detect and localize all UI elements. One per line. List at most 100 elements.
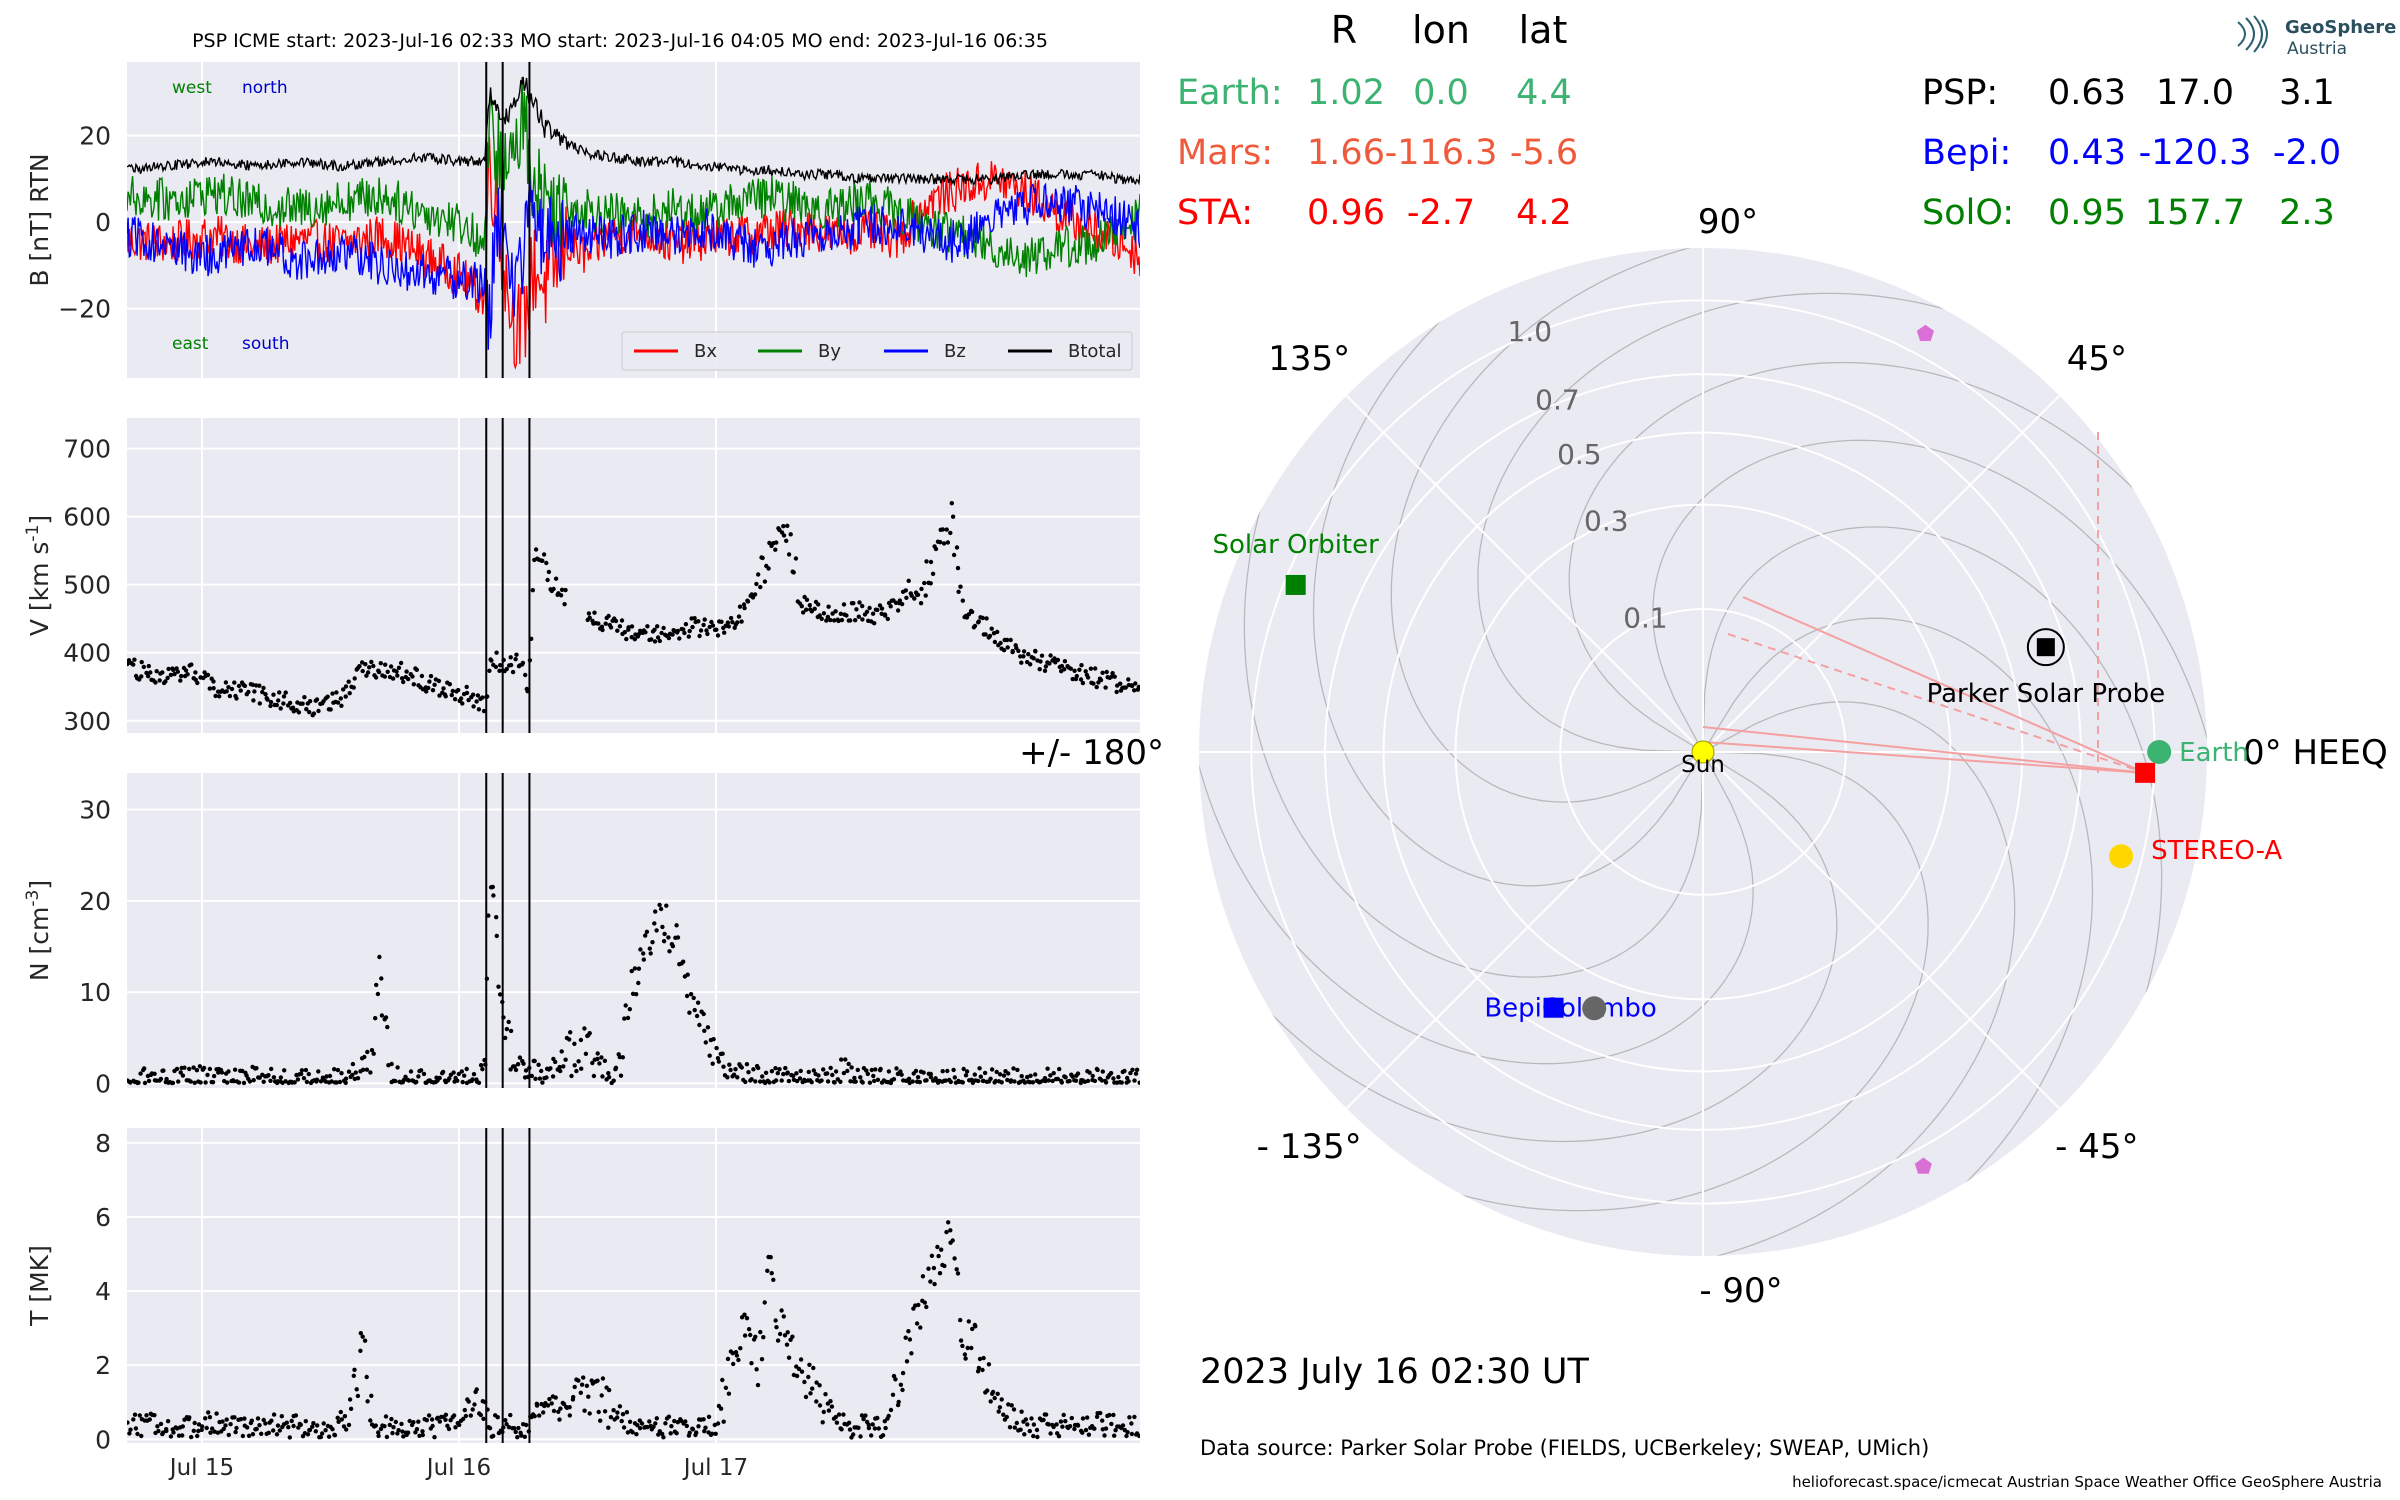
data-point bbox=[668, 1431, 673, 1436]
data-point bbox=[277, 1428, 282, 1433]
data-point bbox=[287, 700, 293, 706]
data-point bbox=[572, 1041, 577, 1047]
data-point bbox=[197, 1064, 203, 1069]
data-point bbox=[821, 611, 827, 616]
data-point bbox=[863, 1413, 868, 1418]
data-point bbox=[626, 625, 631, 630]
data-point bbox=[252, 689, 257, 694]
data-point bbox=[261, 685, 266, 691]
data-point bbox=[196, 1428, 201, 1434]
data-point bbox=[171, 667, 176, 673]
data-point bbox=[1062, 667, 1067, 672]
data-point bbox=[836, 618, 841, 624]
data-point bbox=[841, 1412, 846, 1417]
data-point bbox=[1125, 1430, 1130, 1435]
data-point bbox=[758, 1329, 763, 1335]
data-point bbox=[661, 625, 666, 631]
data-point bbox=[303, 1419, 308, 1424]
data-point bbox=[618, 1073, 624, 1078]
data-point bbox=[948, 1079, 953, 1085]
data-point bbox=[1103, 685, 1108, 690]
data-point bbox=[715, 1421, 721, 1426]
data-point bbox=[677, 636, 682, 641]
data-point bbox=[271, 1428, 276, 1433]
data-point bbox=[586, 611, 592, 616]
data-point bbox=[136, 1080, 141, 1085]
data-point bbox=[368, 1070, 373, 1075]
y-tick-label: 6 bbox=[95, 1203, 111, 1232]
data-point bbox=[242, 683, 248, 689]
data-point bbox=[706, 1414, 712, 1420]
data-point bbox=[833, 1069, 839, 1074]
data-point bbox=[1079, 663, 1084, 668]
data-point bbox=[811, 1068, 816, 1073]
data-point bbox=[992, 1395, 997, 1401]
data-point bbox=[836, 1412, 842, 1417]
data-point bbox=[915, 1075, 921, 1080]
data-point bbox=[652, 921, 657, 926]
data-point bbox=[754, 581, 759, 587]
data-point bbox=[694, 1013, 700, 1019]
data-point bbox=[430, 1423, 435, 1429]
data-point bbox=[636, 980, 641, 986]
data-point bbox=[910, 1079, 915, 1084]
data-point bbox=[651, 1424, 656, 1430]
data-point bbox=[188, 1079, 193, 1084]
data-point bbox=[515, 1062, 521, 1067]
y-tick-label: 8 bbox=[95, 1129, 111, 1158]
data-point bbox=[980, 615, 985, 621]
data-point bbox=[760, 555, 765, 561]
temperature-panel: 0 2 4 6 8 T [MK] bbox=[25, 1128, 1140, 1454]
data-point bbox=[517, 1055, 523, 1060]
data-point bbox=[355, 1393, 361, 1399]
data-point bbox=[701, 1417, 706, 1422]
data-point bbox=[1039, 653, 1045, 658]
data-point bbox=[142, 1080, 148, 1086]
data-point bbox=[722, 630, 727, 635]
data-point bbox=[558, 593, 564, 598]
data-point bbox=[617, 1404, 623, 1409]
data-point bbox=[532, 1058, 537, 1064]
data-point bbox=[234, 1425, 239, 1431]
data-point bbox=[973, 1324, 978, 1329]
data-point bbox=[343, 1080, 348, 1086]
data-point bbox=[176, 1079, 181, 1084]
data-point bbox=[833, 1414, 838, 1420]
data-point bbox=[275, 1423, 281, 1428]
data-point bbox=[541, 1410, 546, 1415]
data-point bbox=[319, 1431, 325, 1436]
data-point bbox=[821, 1067, 826, 1072]
data-point bbox=[1057, 1066, 1062, 1072]
data-point bbox=[930, 571, 936, 576]
data-point bbox=[548, 1066, 553, 1071]
data-point bbox=[945, 1068, 950, 1074]
data-point bbox=[410, 674, 415, 679]
data-point bbox=[666, 635, 672, 641]
data-point bbox=[790, 1334, 795, 1339]
data-point bbox=[599, 1393, 604, 1398]
data-point bbox=[654, 1416, 659, 1421]
data-point bbox=[191, 1065, 196, 1070]
data-point bbox=[731, 1072, 737, 1077]
data-point bbox=[296, 710, 302, 715]
data-point bbox=[1006, 1402, 1011, 1407]
data-point bbox=[471, 704, 476, 709]
data-point bbox=[137, 677, 142, 682]
data-point bbox=[261, 1079, 266, 1085]
data-point bbox=[510, 669, 516, 675]
data-point bbox=[801, 610, 806, 615]
data-point bbox=[365, 1049, 370, 1055]
data-point bbox=[398, 660, 404, 666]
data-point bbox=[153, 680, 158, 685]
data-point bbox=[377, 954, 382, 960]
data-point bbox=[1042, 668, 1048, 673]
data-point bbox=[773, 1318, 778, 1323]
data-point bbox=[638, 947, 643, 952]
data-point bbox=[955, 1271, 961, 1276]
data-point bbox=[300, 701, 305, 706]
data-point bbox=[725, 620, 731, 625]
series-group bbox=[127, 884, 1140, 1086]
body-label-sun: Sun bbox=[1681, 752, 1725, 778]
data-point bbox=[572, 1384, 577, 1390]
